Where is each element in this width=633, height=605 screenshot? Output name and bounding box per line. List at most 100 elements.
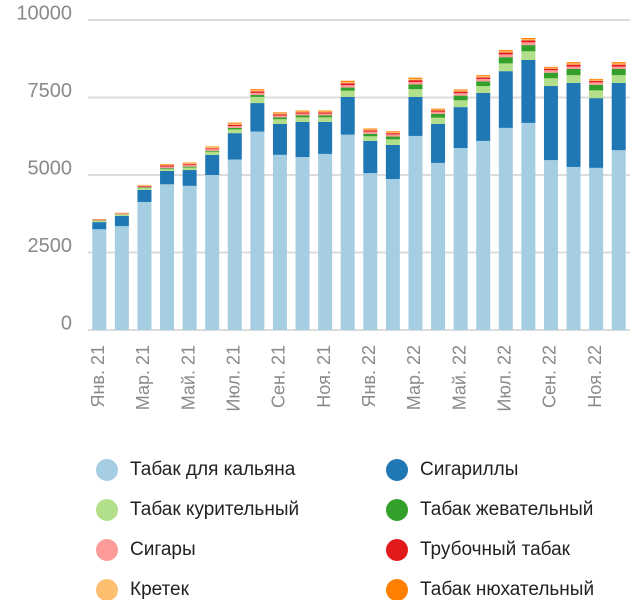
bar-segment (183, 168, 197, 170)
bar-segment (273, 119, 287, 124)
bar-segment (431, 109, 445, 110)
bar-segment (612, 65, 626, 67)
x-tick-label: Ноя. 21 (314, 345, 334, 408)
bar-segment (454, 107, 468, 148)
x-tick-label: Июл. 22 (495, 345, 515, 412)
bar-segment (476, 141, 490, 330)
legend-label: Сигары (130, 539, 196, 560)
bar-segment (476, 76, 490, 77)
bar-segment (589, 79, 603, 80)
bar-segment (612, 67, 626, 69)
bar-segment (296, 117, 310, 122)
bar-segment (363, 134, 377, 136)
bar-segment (250, 97, 264, 103)
bar-segment (544, 69, 558, 71)
bar-segment (137, 185, 151, 186)
legend-swatch (96, 499, 118, 521)
bar-segment (363, 129, 377, 130)
bar-segment (499, 54, 513, 57)
bar-segment (273, 117, 287, 119)
bar-segment (544, 73, 558, 79)
bar-segment (521, 123, 535, 330)
bar-segment (567, 63, 581, 64)
y-tick-label: 2500 (28, 235, 73, 257)
bar-segment (228, 133, 242, 159)
bar-segment (454, 93, 468, 95)
bar-segment (137, 186, 151, 187)
bar-segment (137, 187, 151, 188)
bar-segment (454, 148, 468, 330)
bar-segment (318, 112, 332, 113)
bar-segment (115, 216, 129, 226)
bar-segment (183, 170, 197, 186)
bar-segment (160, 165, 174, 166)
bar-segment (521, 42, 535, 45)
bar-segment (115, 226, 129, 330)
bar-segment (499, 63, 513, 71)
bar-segment (521, 45, 535, 51)
bar-segment (273, 155, 287, 330)
bar-segment (341, 83, 355, 85)
bar-segment (363, 136, 377, 141)
bar-segment (386, 139, 400, 145)
bar-segment (612, 75, 626, 83)
bar-segment (544, 86, 558, 160)
bar-segment (228, 125, 242, 126)
bar-segment (205, 147, 219, 148)
bar-segment (160, 168, 174, 169)
bar-segment (92, 222, 106, 229)
bar-segment (205, 148, 219, 149)
bar-segment (250, 91, 264, 93)
bar-segment (499, 51, 513, 52)
bar-segment (137, 186, 151, 187)
bar-segment (250, 93, 264, 95)
bar-segment (567, 83, 581, 167)
bar-segment (160, 164, 174, 165)
bar-segment (431, 163, 445, 330)
bar-segment (408, 136, 422, 330)
bar-segment (408, 84, 422, 89)
bar-segment (567, 75, 581, 83)
bar-segment (386, 145, 400, 179)
bar-segment (612, 62, 626, 63)
legend-label: Табак нюхательный (420, 579, 594, 600)
bar-segment (363, 141, 377, 173)
bar-segment (341, 135, 355, 330)
bar-segment (476, 75, 490, 76)
bar-segment (250, 132, 264, 330)
bar-segment (137, 190, 151, 202)
bar-segment (454, 89, 468, 90)
bar-segment (273, 113, 287, 114)
bar-segment (476, 81, 490, 86)
bar-segment (612, 150, 626, 330)
bar-segment (589, 82, 603, 84)
bar-segment (160, 167, 174, 169)
bar-segment (273, 114, 287, 115)
x-tick-label: Июл. 21 (224, 345, 244, 412)
bar-segment (296, 114, 310, 116)
bar-segment (341, 88, 355, 91)
bar-segment (431, 118, 445, 124)
bar-segment (318, 111, 332, 112)
legend-swatch (96, 459, 118, 481)
bar-segment (386, 134, 400, 136)
bar-segment (341, 91, 355, 97)
bar-segment (521, 40, 535, 42)
x-tick-label: Янв. 22 (359, 345, 379, 408)
bar-segment (183, 186, 197, 330)
bar-segment (476, 86, 490, 93)
legend-swatch (96, 579, 118, 600)
x-tick-label: Сен. 21 (269, 345, 289, 408)
bar-segment (431, 114, 445, 118)
bar-segment (250, 103, 264, 132)
legend-label: Кретек (130, 579, 190, 600)
bar-segment (454, 90, 468, 91)
bar-segment (250, 95, 264, 97)
bar-segment (521, 39, 535, 40)
bar-segment (115, 214, 129, 215)
bar-segment (228, 129, 242, 133)
bar-segment (160, 184, 174, 330)
bar-segment (183, 164, 197, 165)
bar-segment (589, 98, 603, 168)
